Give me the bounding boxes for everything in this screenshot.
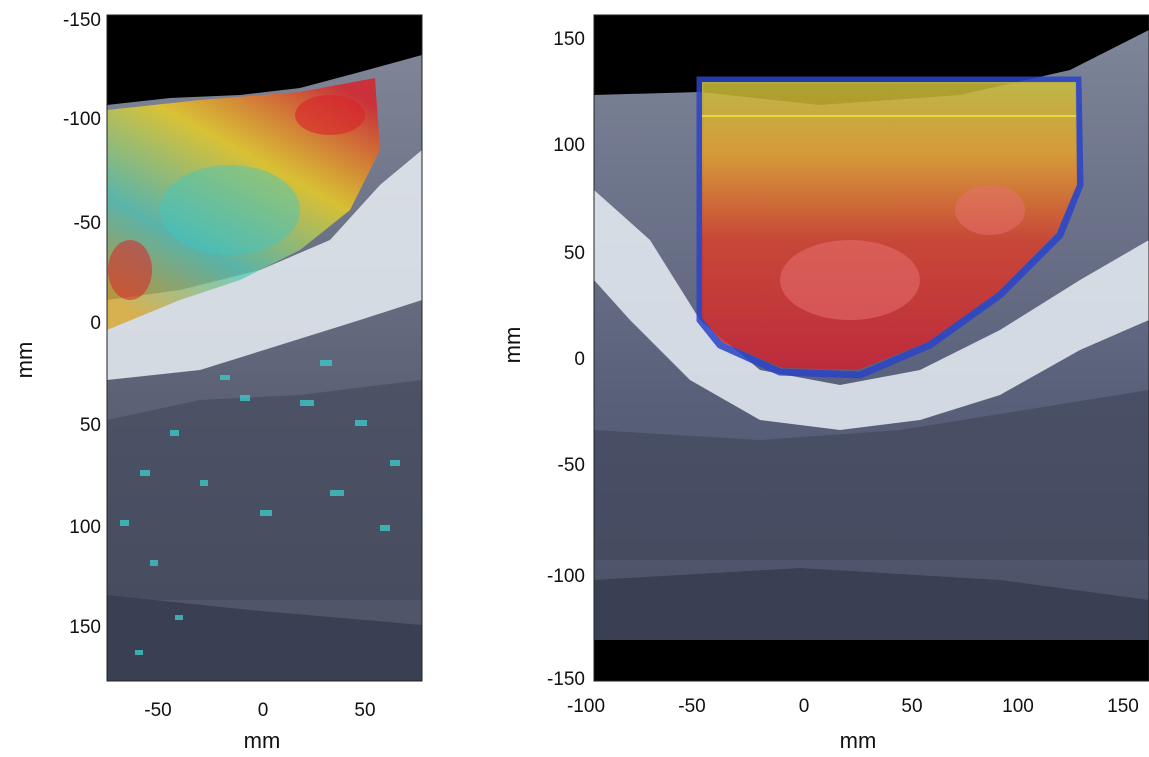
- left-y-tick-labels: -150 -100 -50 0 50 100 150: [63, 10, 101, 638]
- right-plot-frame: [593, 14, 1149, 682]
- right-lower-layer: [594, 568, 1149, 640]
- y-tick-label: -100: [547, 566, 585, 587]
- y-tick-label: 50: [564, 243, 585, 264]
- y-tick-label: -100: [63, 109, 101, 130]
- x-tick-label: 50: [901, 696, 922, 717]
- x-tick-label: -100: [567, 696, 605, 717]
- left-bone-band: [107, 150, 422, 380]
- left-dose-hotspot: [108, 240, 152, 300]
- y-tick-label: 100: [553, 135, 585, 156]
- right-y-tick-labels: 150 100 50 0 -50 -100 -150: [547, 29, 585, 690]
- right-dark-soft-tissue: [594, 390, 1149, 560]
- left-lower-layer: [107, 595, 422, 681]
- x-tick-label: 50: [354, 700, 375, 721]
- y-tick-label: 100: [69, 517, 101, 538]
- left-dose-cyan-region: [160, 165, 300, 255]
- right-dose-hotspot: [955, 185, 1025, 235]
- left-dose-colorwash: [107, 78, 380, 330]
- y-tick-label: 50: [80, 415, 101, 436]
- left-dark-soft-tissue: [107, 380, 422, 600]
- right-bone-band: [594, 190, 1149, 430]
- y-tick-label: 150: [553, 29, 585, 50]
- left-image-panel: [107, 15, 422, 681]
- x-tick-label: -50: [678, 696, 705, 717]
- y-tick-label: 0: [90, 313, 101, 334]
- y-tick-label: 150: [69, 617, 101, 638]
- right-y-axis-label: mm: [500, 327, 525, 364]
- y-tick-label: -50: [74, 213, 101, 234]
- x-tick-label: 0: [258, 700, 269, 721]
- y-tick-label: -50: [558, 455, 585, 476]
- x-tick-label: 0: [799, 696, 810, 717]
- y-tick-label: -150: [547, 669, 585, 690]
- left-x-tick-labels: -50 0 50: [144, 700, 375, 721]
- right-x-axis-label: mm: [840, 728, 877, 753]
- x-tick-label: 100: [1002, 696, 1034, 717]
- x-tick-label: 150: [1107, 696, 1139, 717]
- right-bottom-air: [594, 640, 1149, 681]
- left-y-axis-label: mm: [12, 342, 37, 379]
- x-tick-label: -50: [144, 700, 171, 721]
- left-x-axis-label: mm: [244, 728, 281, 753]
- right-x-tick-labels: -100 -50 0 50 100 150: [567, 696, 1139, 717]
- left-plot-frame: [106, 14, 423, 682]
- left-dose-hotspot: [295, 95, 365, 135]
- right-dose-hotspot: [780, 240, 920, 320]
- right-image-panel: [594, 15, 1149, 681]
- y-tick-label: -150: [63, 10, 101, 31]
- y-tick-label: 0: [574, 349, 585, 370]
- left-scattered-dose-specks: [120, 360, 400, 655]
- right-dose-edge: [696, 76, 1084, 379]
